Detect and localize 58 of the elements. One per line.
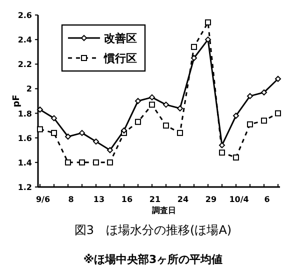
- point: [79, 130, 85, 136]
- x-tick-label: 9/6: [36, 195, 50, 204]
- point: [163, 122, 169, 129]
- point: [247, 121, 253, 128]
- x-tick-label: 24: [177, 195, 189, 204]
- text: ※ほ場中央部3ヶ所の平均値: [83, 253, 223, 266]
- x-tick-label: 6: [264, 195, 270, 204]
- point: [233, 112, 239, 119]
- point: [205, 36, 211, 43]
- y-tick-label: 1.8: [18, 109, 32, 118]
- point: [93, 138, 99, 145]
- point: [191, 55, 197, 61]
- point: [65, 134, 71, 140]
- y-tick-label: 2.4: [18, 36, 32, 45]
- point: [149, 102, 155, 108]
- point: [107, 159, 113, 166]
- x-tick-label: 10/4: [229, 195, 250, 204]
- point: [79, 159, 85, 166]
- point: [177, 105, 183, 112]
- legend-label: 慣行区: [103, 52, 137, 65]
- point: [247, 93, 253, 100]
- legend-label: 改善区: [104, 32, 137, 45]
- point: [177, 130, 183, 136]
- y-tick-label: 1.4: [18, 158, 32, 168]
- y-tick-label: 2: [26, 84, 32, 94]
- x-tick-label: 8: [68, 195, 74, 204]
- point: [275, 110, 281, 116]
- point: [219, 150, 225, 156]
- x-tick-label: 29: [205, 195, 217, 204]
- point: [135, 118, 141, 125]
- point: [191, 44, 197, 50]
- text: 図3 ほ場水分の推移(ほ場A): [74, 223, 232, 237]
- point: [65, 159, 71, 166]
- point: [93, 159, 99, 166]
- point: [275, 76, 281, 82]
- x-axis-title: 調査日: [152, 206, 176, 215]
- y-tick-label: 1.6: [18, 134, 32, 143]
- point: [261, 118, 267, 124]
- point: [135, 98, 141, 104]
- y-tick-label: 2.2: [18, 60, 32, 70]
- point: [163, 102, 169, 108]
- point: [149, 94, 155, 100]
- point: [37, 106, 43, 113]
- x-tick-label: 21: [149, 195, 161, 204]
- x-tick-label: 16: [121, 195, 133, 204]
- point: [107, 147, 113, 154]
- point: [205, 19, 211, 26]
- x-tick-label: 13: [93, 195, 105, 204]
- point: [121, 127, 127, 134]
- point: [37, 126, 43, 132]
- y-tick-label: 1.2: [18, 183, 32, 192]
- y-tick-label: 2.6: [18, 11, 32, 20]
- point: [51, 130, 57, 136]
- y-axis-title: pF: [12, 94, 22, 108]
- point: [233, 154, 239, 161]
- point: [261, 89, 267, 96]
- point: [51, 115, 57, 122]
- point: [219, 142, 225, 148]
